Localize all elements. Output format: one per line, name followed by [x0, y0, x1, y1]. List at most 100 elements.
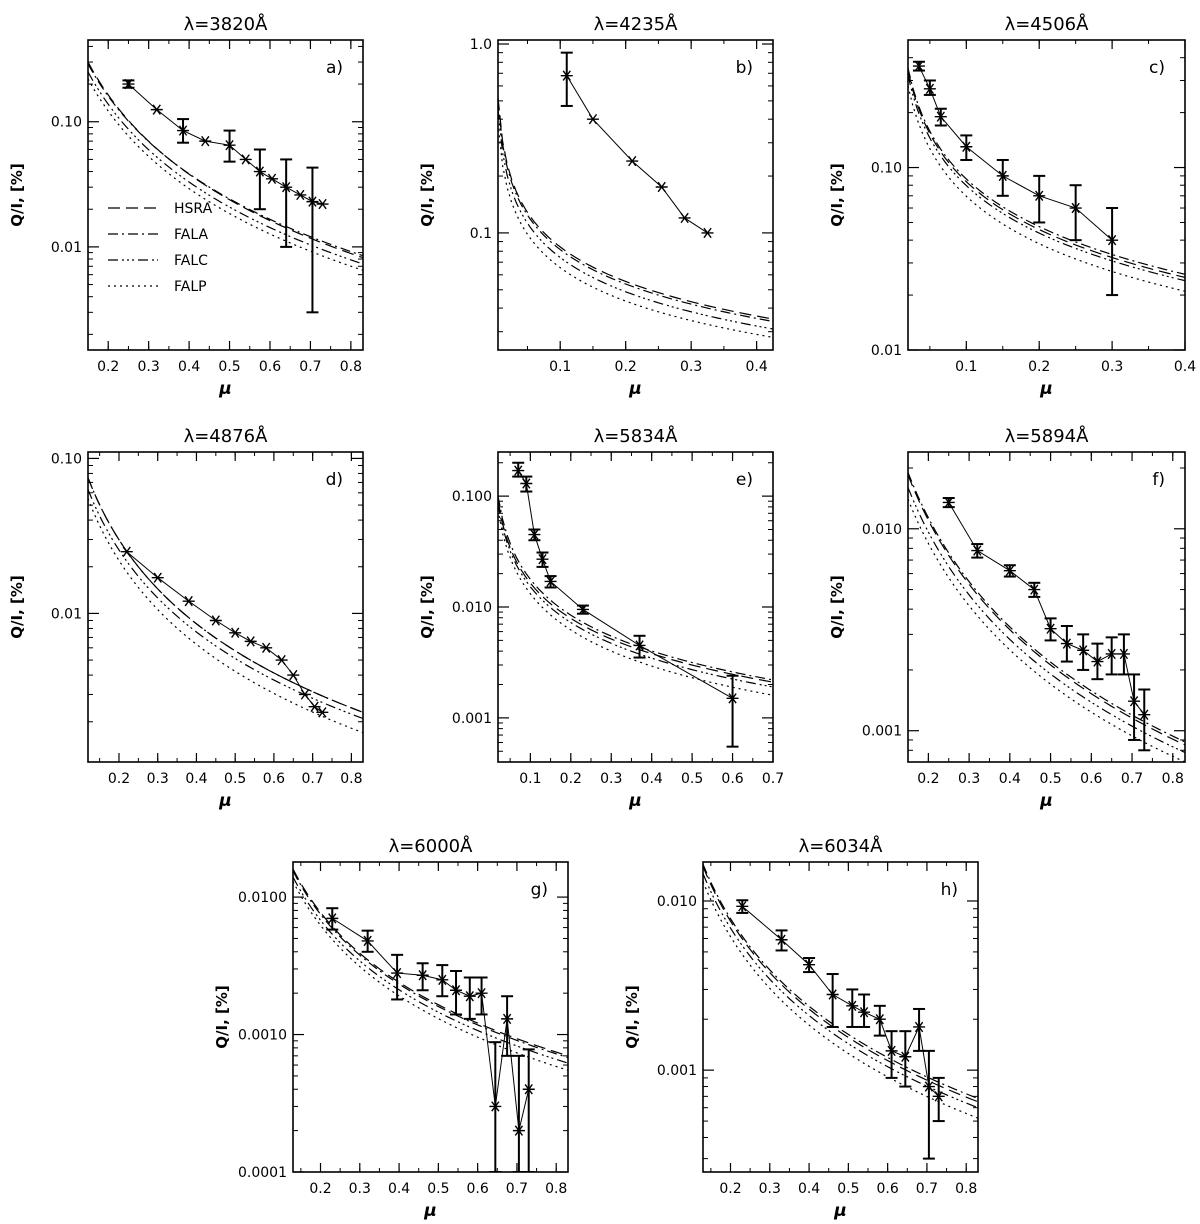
- data-point-d: [287, 669, 300, 681]
- x-tick-label-h: 0.4: [798, 1181, 820, 1197]
- data-point-c: [912, 60, 925, 72]
- data-point-g: [450, 985, 463, 996]
- data-point-g: [326, 913, 339, 924]
- model-curve-falp-a: [88, 78, 363, 271]
- chart-title-g: λ=6000Å: [389, 835, 474, 857]
- y-axis-label-d: Q/I, [%]: [8, 575, 26, 638]
- x-tick-label-d: 0.5: [224, 771, 246, 787]
- x-tick-label-e: 0.4: [641, 771, 663, 787]
- x-axis-label-a: μ: [218, 379, 232, 399]
- data-point-b: [586, 113, 599, 125]
- data-point-e: [544, 576, 557, 587]
- data-point-g: [522, 1084, 535, 1095]
- x-tick-label-d: 0.8: [340, 771, 362, 787]
- data-point-b: [560, 70, 573, 81]
- legend-label-fala: FALA: [174, 227, 208, 243]
- panel-label-a: a): [326, 58, 343, 78]
- model-curve-falc-c: [908, 75, 1185, 282]
- data-point-b: [701, 227, 714, 239]
- x-tick-label-e: 0.5: [681, 771, 703, 787]
- data-point-a: [266, 173, 279, 185]
- data-point-f: [1105, 648, 1118, 660]
- panel-d: λ=4876Å d) 0.2 0.3 0.4 0.5 0.6 0.7 0.8 0.10 0.01 Q/…: [8, 425, 364, 811]
- model-curve-falc-h: [703, 873, 978, 1109]
- data-point-a: [316, 198, 329, 210]
- y-axis-label-e: Q/I, [%]: [418, 575, 436, 638]
- data-point-g: [489, 1101, 502, 1112]
- model-curve-falc-b: [498, 109, 773, 330]
- data-point-d: [260, 642, 273, 654]
- data-point-h: [922, 1081, 935, 1092]
- x-tick-label-f: 0.5: [1039, 771, 1061, 787]
- y-tick-label-h: 0.001: [657, 1063, 697, 1079]
- legend-label-falc: FALC: [174, 253, 208, 269]
- y-tick-label-g: 0.0010: [238, 1028, 287, 1044]
- x-tick-label-h: 0.3: [759, 1181, 781, 1197]
- y-tick-label-a: 0.01: [51, 240, 82, 256]
- data-point-a: [239, 154, 252, 165]
- x-tick-label-f: 0.7: [1121, 771, 1143, 787]
- panel-label-d: d): [326, 470, 343, 490]
- y-tick-label-f: 0.001: [862, 724, 902, 740]
- data-point-g: [512, 1125, 525, 1136]
- y-tick-label-e: 0.100: [452, 489, 492, 505]
- y-tick-label-d: 0.01: [51, 606, 82, 622]
- x-tick-label-h: 0.2: [719, 1181, 741, 1197]
- x-tick-label-g: 0.8: [545, 1181, 567, 1197]
- chart-title-c: λ=4506Å: [1005, 13, 1090, 35]
- legend-label-falp: FALP: [174, 279, 207, 295]
- chart-title-d: λ=4876Å: [184, 425, 269, 447]
- x-tick-label-d: 0.6: [263, 771, 285, 787]
- x-axis-label-f: μ: [1039, 791, 1053, 811]
- panel-h: λ=6034Å h) 0.2 0.3 0.4 0.5 0.6 0.7 0.8 0.010 0.001…: [623, 835, 979, 1221]
- x-tick-label-d: 0.7: [302, 771, 324, 787]
- x-tick-label-d: 0.2: [108, 771, 130, 787]
- data-point-a: [150, 104, 163, 115]
- data-point-d: [182, 595, 195, 607]
- x-tick-label-e: 0.1: [519, 771, 541, 787]
- observation-line-f: [948, 502, 1145, 716]
- data-point-f: [1003, 565, 1016, 576]
- data-point-d: [298, 689, 311, 700]
- x-tick-label-c: 0.2: [1028, 359, 1050, 375]
- model-curve-falc-d: [88, 489, 363, 720]
- data-point-e: [520, 478, 533, 489]
- x-tick-label-a: 0.5: [218, 359, 240, 375]
- data-point-h: [932, 1091, 945, 1102]
- data-point-e: [512, 465, 525, 476]
- x-tick-label-g: 0.2: [309, 1181, 331, 1197]
- model-curve-falc-g: [293, 876, 568, 1064]
- y-tick-label-e: 0.010: [452, 600, 492, 616]
- x-tick-label-f: 0.4: [999, 771, 1021, 787]
- model-curve-fala-g: [293, 870, 568, 1059]
- model-curve-fala-a: [88, 63, 363, 257]
- observation-line-h: [741, 905, 940, 1097]
- panel-label-g: g): [531, 880, 548, 900]
- data-point-c: [934, 111, 947, 122]
- x-tick-label-c: 0.1: [955, 359, 977, 375]
- data-point-a: [223, 139, 236, 151]
- data-point-d: [209, 615, 222, 626]
- data-point-f: [1028, 584, 1041, 595]
- model-curve-hsra-a: [88, 61, 363, 259]
- data-point-f: [1077, 645, 1090, 656]
- data-point-g: [416, 970, 429, 981]
- x-axis-label-b: μ: [628, 379, 642, 399]
- data-point-g: [436, 974, 449, 986]
- data-point-h: [846, 1000, 859, 1012]
- observation-line-a: [128, 83, 323, 205]
- data-point-d: [275, 654, 288, 666]
- model-curve-falp-b: [498, 123, 773, 338]
- x-tick-label-c: 0.3: [1101, 359, 1123, 375]
- observation-line-c: [918, 65, 1113, 241]
- data-point-c: [996, 170, 1009, 182]
- plot-frame-a: [87, 39, 364, 351]
- panel-label-h: h): [941, 880, 958, 900]
- x-tick-label-a: 0.7: [299, 359, 321, 375]
- y-tick-label-e: 0.001: [452, 711, 492, 727]
- x-axis-label-h: μ: [833, 1201, 847, 1221]
- y-tick-label-a: 0.10: [51, 115, 82, 131]
- x-tick-label-g: 0.4: [388, 1181, 410, 1197]
- observation-line-g: [332, 917, 530, 1131]
